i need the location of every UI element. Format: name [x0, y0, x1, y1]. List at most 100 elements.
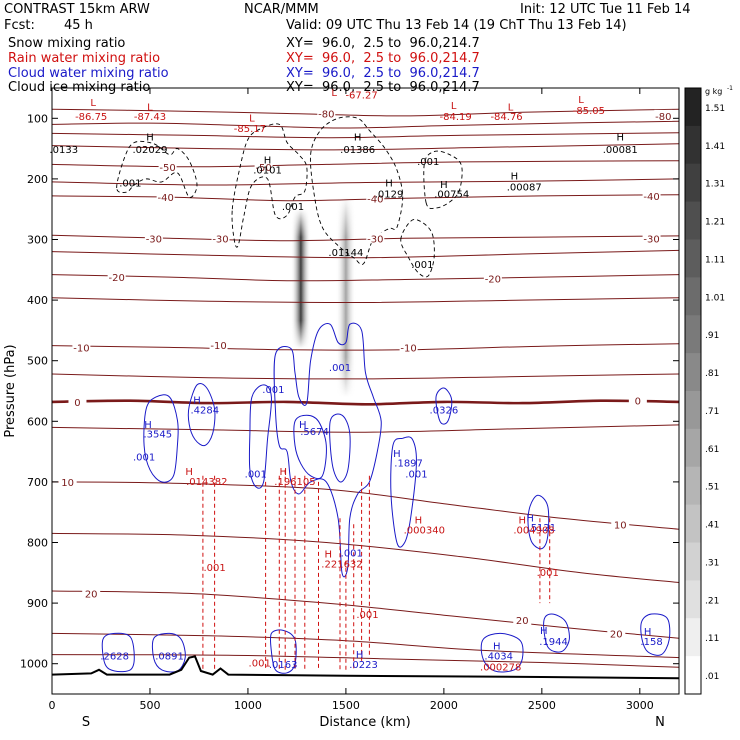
snow-shading-plume [290, 209, 311, 349]
colorbar-label: .61 [705, 445, 719, 455]
temperature-label: -20 [485, 274, 501, 285]
temperature-label: -10 [73, 343, 89, 354]
field-value-label: .5674 [300, 427, 329, 438]
field-value-label: -84.19 [440, 112, 472, 123]
colorbar-label: 1.01 [705, 293, 725, 303]
field-value-label: H [325, 550, 333, 561]
colorbar-swatch [685, 466, 701, 506]
temperature-label-bg [628, 394, 647, 406]
fcst-label: Fcst: [4, 18, 35, 33]
temperature-contour [52, 481, 679, 530]
temperature-contour [52, 343, 679, 351]
field-value-label: .5121 [528, 523, 557, 534]
cloud-ice-contour [423, 150, 463, 209]
temperature-label: 0 [635, 397, 641, 408]
x-axis-title: Distance (km) [319, 715, 410, 730]
temperature-label: 10 [61, 478, 74, 489]
cloud-water-contour [390, 436, 417, 548]
field-value-label: .3545 [143, 430, 172, 441]
temperature-label-bg [317, 107, 336, 119]
temperature-label: -50 [255, 163, 271, 174]
colorbar-frame [684, 87, 702, 695]
temperature-contour [52, 194, 679, 202]
colorbar-label: 1.41 [705, 142, 725, 152]
colorbar-swatch [685, 656, 701, 695]
temperature-contour [52, 132, 679, 139]
field-value-label: .01144 [328, 248, 363, 259]
colorbar-label: .51 [705, 483, 719, 493]
temperature-label-bg [209, 338, 228, 350]
temperature-label: 0 [74, 398, 80, 409]
field-rain-xy: XY= 96.0, 2.5 to 96.0,214.7 [286, 51, 480, 66]
field-value-label: .196105 [274, 477, 315, 488]
colorbar-label: .41 [705, 521, 719, 531]
field-value-label: .001 [341, 548, 363, 559]
field-value-label: .4284 [191, 405, 220, 416]
colorbar-swatch [685, 88, 701, 127]
field-value-label: .4034 [484, 651, 513, 662]
colorbar-label: 1.31 [705, 180, 725, 190]
temperature-label: -30 [643, 234, 659, 245]
field-cloud-name: Cloud water mixing ratio [8, 66, 169, 81]
cloud-water-contour [269, 629, 297, 674]
temperature-label-bg [642, 189, 661, 201]
x-tick-label: 500 [139, 699, 160, 712]
field-snow-xy: XY= 96.0, 2.5 to 96.0,214.7 [286, 36, 480, 51]
y-tick-label: 300 [27, 234, 48, 247]
field-value-label: H [146, 133, 154, 144]
temperature-contour [52, 632, 679, 659]
field-value-label: .001 [411, 260, 433, 271]
temperature-label-bg [607, 627, 626, 639]
cloud-water-contour [527, 494, 550, 550]
temperature-label: -10 [210, 341, 226, 352]
field-value-label: .001 [249, 659, 271, 670]
field-value-label: L [90, 98, 96, 109]
field-value-label: L [578, 95, 584, 106]
temperature-label-bg [399, 341, 418, 353]
field-value-label: .02029 [132, 145, 167, 156]
field-value-label: .001 [329, 363, 351, 374]
x-tick-label: 0 [49, 699, 56, 712]
temperature-label: -40 [643, 192, 659, 203]
temperature-label-bg [58, 475, 77, 487]
colorbar-swatch [685, 125, 701, 165]
field-value-label: .01386 [340, 145, 375, 156]
field-value-label: .1944 [539, 637, 568, 648]
field-value-label: H [385, 179, 393, 190]
field-value-label: .00754 [434, 190, 469, 201]
field-snow-name: Snow mixing ratio [8, 36, 126, 51]
cloud-ice-contour [116, 140, 198, 198]
y-tick-label: 900 [27, 597, 48, 610]
colorbar-label: 1.21 [705, 218, 725, 228]
cloud-water-contour [543, 613, 570, 653]
temperature-contour [52, 590, 679, 639]
temperature-contour [52, 143, 679, 151]
field-value-label: -85.05 [573, 106, 605, 117]
temperature-label-bg [366, 192, 385, 204]
field-value-label: -86.75 [75, 112, 107, 123]
plot-frame [51, 87, 680, 695]
temperature-label-bg [642, 232, 661, 244]
colorbar-label: .21 [705, 596, 719, 606]
temperature-contour [52, 373, 679, 380]
x-tick-label: 2500 [528, 699, 556, 712]
temperature-contour [52, 120, 679, 129]
temperature-label: 20 [610, 629, 623, 640]
field-value-label: .0163 [269, 660, 298, 671]
colorbar-swatch [685, 504, 701, 543]
temperature-label: -80 [655, 112, 671, 123]
field-value-label: .0891 [155, 651, 184, 662]
temperature-contour [52, 249, 679, 259]
colorbar-swatch [685, 201, 701, 240]
temperature-label-bg [483, 272, 502, 284]
colorbar-label: .01 [705, 672, 719, 682]
y-tick-label: 500 [27, 355, 48, 368]
temperature-label-bg [107, 271, 126, 283]
cloud-water-contour [435, 387, 453, 425]
field-value-label: H [440, 180, 448, 191]
temperature-label-bg [158, 160, 177, 172]
temperature-contour [52, 399, 679, 406]
colorbar-label: .31 [705, 558, 719, 568]
fcst-value: 45 h [64, 18, 93, 33]
terrain-line [52, 655, 679, 680]
